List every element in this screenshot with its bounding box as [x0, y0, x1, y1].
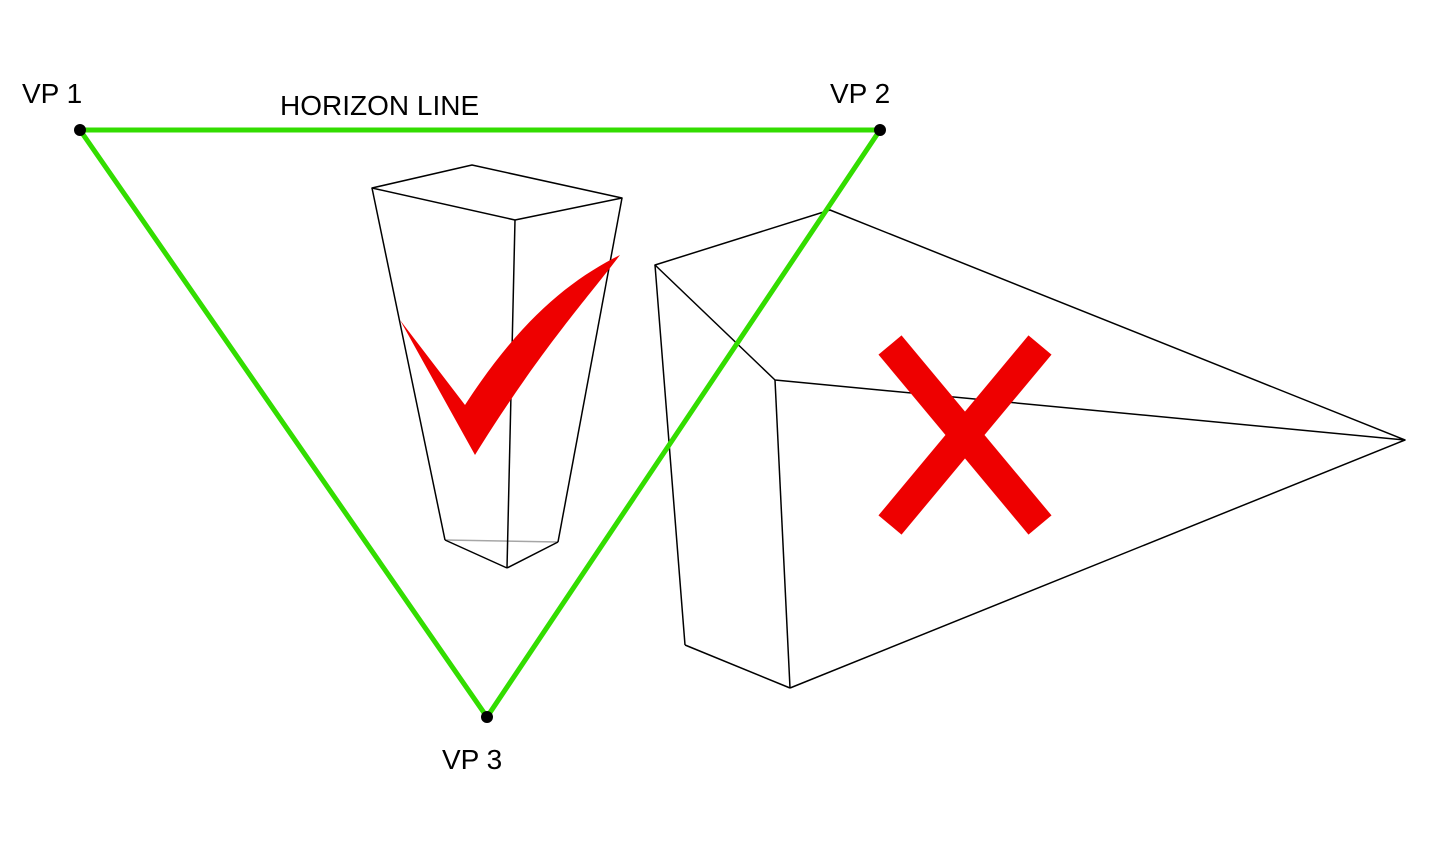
wrong-box	[655, 210, 1405, 688]
horizon-line-label: HORIZON LINE	[280, 90, 479, 122]
perspective-diagram: VP 1 VP 2 VP 3 HORIZON LINE	[0, 0, 1440, 860]
vp3-dot	[481, 711, 493, 723]
vp1-dot	[74, 124, 86, 136]
diagram-svg	[0, 0, 1440, 860]
vp2-label: VP 2	[830, 78, 890, 110]
vp3-label: VP 3	[442, 744, 502, 776]
vp2-dot	[874, 124, 886, 136]
vp1-label: VP 1	[22, 78, 82, 110]
x-mark-icon	[890, 345, 1040, 525]
